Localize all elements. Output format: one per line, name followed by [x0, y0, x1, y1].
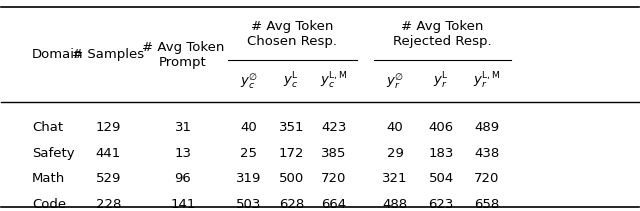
Text: 321: 321 [383, 172, 408, 185]
Text: $y_c^{\mathrm{L}}$: $y_c^{\mathrm{L}}$ [284, 71, 300, 91]
Text: 720: 720 [474, 172, 500, 185]
Text: 489: 489 [474, 121, 499, 134]
Text: Math: Math [32, 172, 65, 185]
Text: $y_c^{\mathrm{L,M}}$: $y_c^{\mathrm{L,M}}$ [320, 71, 348, 91]
Text: # Avg Token
Prompt: # Avg Token Prompt [142, 41, 224, 69]
Text: 504: 504 [428, 172, 454, 185]
Text: # Avg Token
Chosen Resp.: # Avg Token Chosen Resp. [247, 20, 337, 47]
Text: 351: 351 [278, 121, 304, 134]
Text: 25: 25 [240, 147, 257, 160]
Text: $y_r^{\varnothing}$: $y_r^{\varnothing}$ [386, 71, 404, 91]
Text: # Samples: # Samples [72, 48, 145, 61]
Text: 141: 141 [170, 198, 196, 211]
Text: # Avg Token
Rejected Resp.: # Avg Token Rejected Resp. [394, 20, 492, 47]
Text: 623: 623 [428, 198, 454, 211]
Text: 529: 529 [96, 172, 121, 185]
Text: 96: 96 [175, 172, 191, 185]
Text: $y_r^{\mathrm{L,M}}$: $y_r^{\mathrm{L,M}}$ [473, 71, 500, 91]
Text: Domain: Domain [32, 48, 83, 61]
Text: 13: 13 [175, 147, 191, 160]
Text: 488: 488 [383, 198, 408, 211]
Text: 319: 319 [236, 172, 261, 185]
Text: 503: 503 [236, 198, 261, 211]
Text: 406: 406 [429, 121, 454, 134]
Text: 720: 720 [321, 172, 347, 185]
Text: 172: 172 [278, 147, 304, 160]
Text: 31: 31 [175, 121, 191, 134]
Text: 500: 500 [278, 172, 304, 185]
Text: 438: 438 [474, 147, 500, 160]
Text: 658: 658 [474, 198, 500, 211]
Text: 183: 183 [428, 147, 454, 160]
Text: Chat: Chat [32, 121, 63, 134]
Text: Code: Code [32, 198, 66, 211]
Text: $y_c^{\varnothing}$: $y_c^{\varnothing}$ [239, 71, 258, 91]
Text: Safety: Safety [32, 147, 75, 160]
Text: 29: 29 [387, 147, 404, 160]
Text: 40: 40 [240, 121, 257, 134]
Text: $y_r^{\mathrm{L}}$: $y_r^{\mathrm{L}}$ [433, 71, 449, 91]
Text: 423: 423 [321, 121, 347, 134]
Text: 628: 628 [278, 198, 304, 211]
Text: 441: 441 [96, 147, 121, 160]
Text: 385: 385 [321, 147, 347, 160]
Text: 129: 129 [96, 121, 121, 134]
Text: 40: 40 [387, 121, 404, 134]
Text: 664: 664 [321, 198, 347, 211]
Text: 228: 228 [96, 198, 121, 211]
